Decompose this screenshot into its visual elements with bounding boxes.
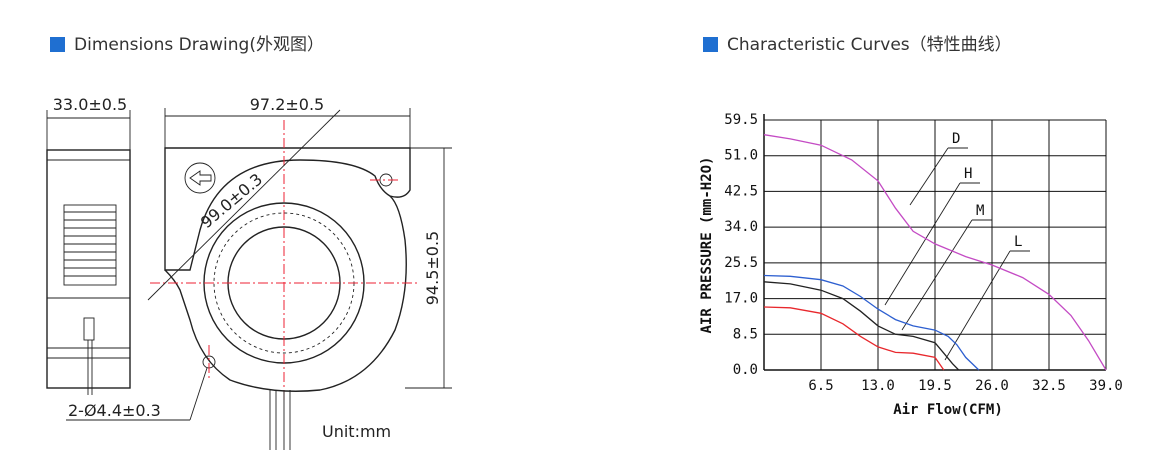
front-view: [66, 108, 452, 450]
y-tick-label: 0.0: [733, 362, 758, 378]
section-title: Dimensions Drawing(外观图）: [74, 35, 324, 55]
header-icon: [50, 37, 65, 52]
curve-label: D: [952, 131, 960, 147]
curve: [763, 281, 960, 371]
header-icon: [703, 37, 718, 52]
dimension-label: 94.5±0.5: [423, 231, 442, 305]
y-tick-label: 59.5: [724, 112, 758, 128]
curve-annotations: D H M L: [884, 131, 1030, 361]
x-axis-title: Air Flow(CFM): [893, 402, 1003, 418]
curve-label: L: [1014, 234, 1022, 250]
side-view: [46, 110, 131, 395]
unit-label: Unit:mm: [322, 422, 391, 441]
x-tick-label: 13.0: [861, 378, 895, 394]
section-title: Characteristic Curves（特性曲线）: [727, 35, 1012, 55]
x-tick-label: 39.0: [1089, 378, 1123, 394]
y-tick-label: 34.0: [724, 219, 758, 235]
y-tick-label: 51.0: [724, 148, 758, 164]
curve-label: H: [964, 166, 972, 182]
y-tick-label: 25.5: [724, 255, 758, 271]
x-tick-label: 6.5: [808, 378, 833, 394]
curve: [763, 134, 1107, 371]
curve: [763, 306, 945, 371]
curve: [763, 274, 980, 371]
curve-label: M: [976, 203, 984, 219]
chart: 0.0 8.5 17.0 25.5 34.0 42.5 51.0 59.5 6.5 13.0 19.…: [724, 112, 1123, 394]
x-tick-label: 26.0: [975, 378, 1009, 394]
dimension-label: 97.2±0.5: [250, 95, 324, 114]
y-tick-label: 17.0: [724, 291, 758, 307]
y-tick-label: 42.5: [724, 183, 758, 199]
y-tick-label: 8.5: [733, 326, 758, 342]
dimension-label: 2-Ø4.4±0.3: [68, 401, 161, 420]
x-tick-label: 32.5: [1032, 378, 1066, 394]
x-tick-label: 19.5: [918, 378, 952, 394]
dimension-label: 33.0±0.5: [53, 95, 127, 114]
y-axis-title: AIR PRESSURE (mm-H2O): [699, 156, 715, 333]
